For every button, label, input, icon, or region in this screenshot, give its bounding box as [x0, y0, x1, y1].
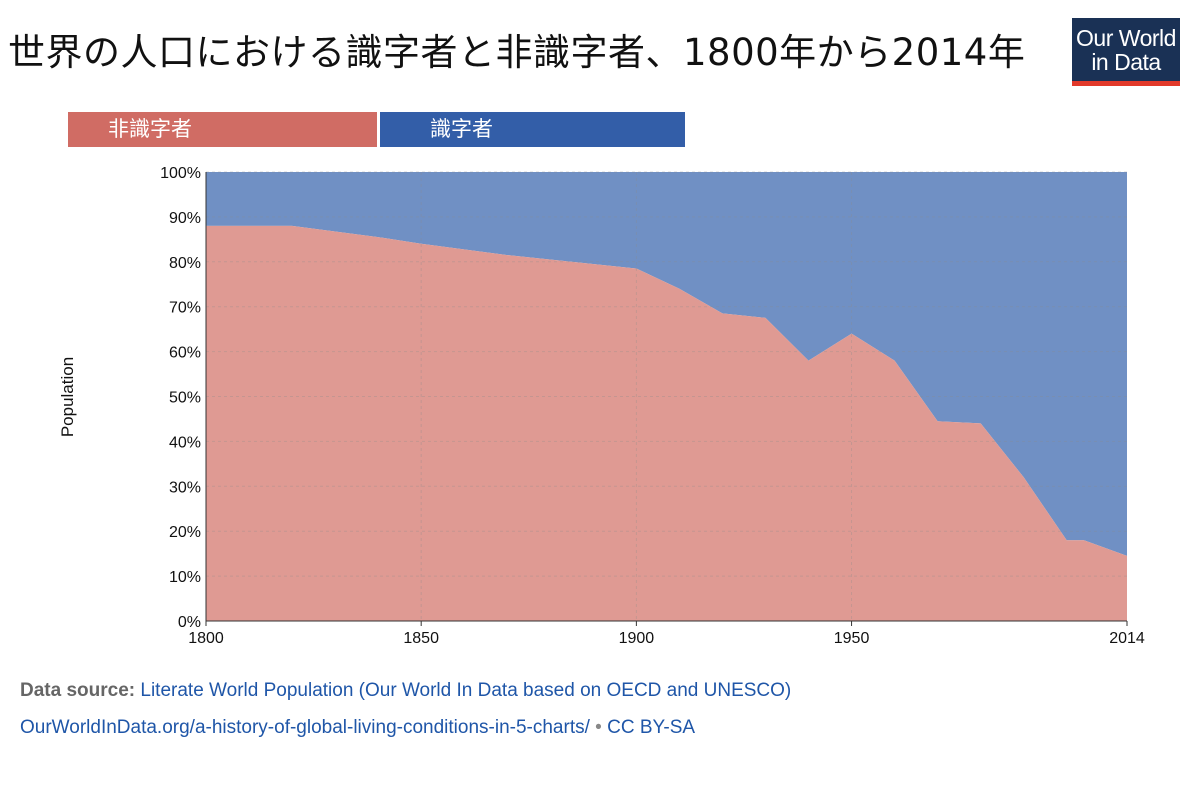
y-tick-label: 40%	[169, 434, 201, 451]
url-line: OurWorldInData.org/a-history-of-global-l…	[20, 709, 791, 746]
y-tick-label: 100%	[160, 165, 201, 182]
logo-line2: in Data	[1091, 49, 1161, 75]
y-tick-label: 60%	[169, 345, 201, 362]
y-axis-label: Population	[58, 357, 77, 437]
area-chart: 0% 10% 20% 30% 40% 50% 60% 70% 80% 90% 100% 1800 185…	[58, 165, 1145, 647]
x-tick-label: 1900	[619, 630, 655, 647]
axes: 0% 10% 20% 30% 40% 50% 60% 70% 80% 90% 100% 1800 185…	[160, 165, 1145, 647]
legend-illiterate[interactable]: 非識字者	[68, 112, 377, 147]
source-line: Data source: Literate World Population (…	[20, 672, 791, 709]
chart-title: 世界の人口における識字者と非識字者、1800年から2014年	[8, 31, 1026, 74]
separator: •	[595, 717, 602, 738]
y-tick-label: 0%	[178, 614, 201, 631]
owid-logo[interactable]: Our World in Data	[1072, 18, 1180, 86]
areas[interactable]	[206, 171, 1127, 622]
logo-line1: Our World	[1076, 25, 1176, 51]
url-link[interactable]: OurWorldInData.org/a-history-of-global-l…	[20, 717, 590, 738]
y-tick-label: 10%	[169, 569, 201, 586]
x-tick-label: 2014	[1109, 630, 1145, 647]
x-tick-label: 1850	[403, 630, 439, 647]
area-literate[interactable]	[206, 172, 1127, 556]
y-tick-label: 20%	[169, 524, 201, 541]
x-tick-label: 1950	[834, 630, 870, 647]
y-tick-label: 80%	[169, 255, 201, 272]
footer: Data source: Literate World Population (…	[20, 672, 791, 746]
y-tick-label: 90%	[169, 210, 201, 227]
y-tick-label: 30%	[169, 479, 201, 496]
area-illiterate[interactable]	[206, 225, 1127, 621]
y-tick-label: 50%	[169, 390, 201, 407]
source-link[interactable]: Literate World Population (Our World In …	[140, 680, 792, 701]
license-link[interactable]: CC BY-SA	[607, 717, 696, 738]
y-tick-label: 70%	[169, 300, 201, 317]
x-tick-label: 1800	[188, 630, 224, 647]
source-label: Data source:	[20, 680, 136, 701]
legend-literate[interactable]: 識字者	[380, 112, 685, 147]
